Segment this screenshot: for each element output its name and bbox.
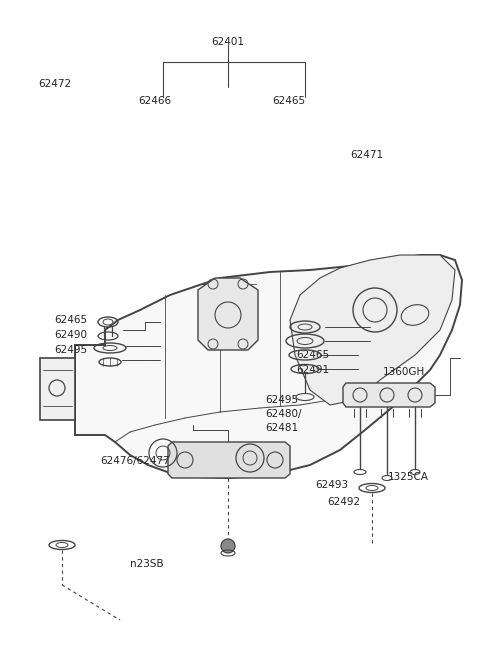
Text: 62466: 62466: [138, 96, 171, 106]
Text: 62481: 62481: [265, 423, 298, 433]
Text: 62480/: 62480/: [265, 409, 301, 419]
Polygon shape: [75, 255, 462, 478]
Text: 62491: 62491: [296, 365, 329, 375]
Text: 62465: 62465: [296, 350, 329, 360]
Text: 62492: 62492: [327, 497, 360, 507]
Text: 1325CA: 1325CA: [388, 472, 429, 482]
Polygon shape: [343, 383, 435, 407]
Polygon shape: [168, 442, 290, 478]
Text: n23SB: n23SB: [130, 559, 164, 569]
Text: 62465: 62465: [272, 96, 305, 106]
Polygon shape: [290, 255, 455, 405]
Text: 62495: 62495: [54, 345, 87, 355]
Text: 62476/62477: 62476/62477: [100, 456, 170, 466]
Text: 62401: 62401: [212, 37, 244, 47]
Polygon shape: [198, 278, 258, 350]
Text: 1360GH: 1360GH: [383, 367, 425, 377]
Text: 62472: 62472: [38, 79, 71, 89]
Text: 62495: 62495: [265, 395, 298, 405]
Polygon shape: [40, 358, 75, 420]
Text: 62490: 62490: [54, 330, 87, 340]
Text: 62471: 62471: [350, 150, 383, 160]
Circle shape: [221, 539, 235, 553]
Text: 62493: 62493: [315, 480, 348, 490]
Text: 62465: 62465: [54, 315, 87, 325]
